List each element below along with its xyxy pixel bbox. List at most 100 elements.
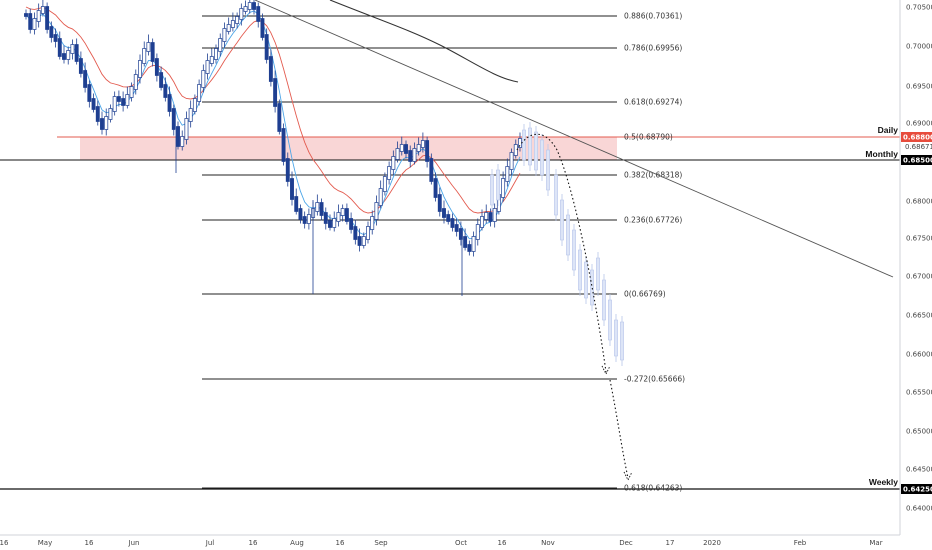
candle-body bbox=[222, 28, 227, 42]
projected-candle-body bbox=[490, 174, 494, 206]
candle-body bbox=[416, 144, 421, 152]
candle-body bbox=[294, 196, 299, 212]
candle-body bbox=[349, 218, 354, 230]
candle-body bbox=[260, 18, 265, 38]
candle-body bbox=[387, 166, 392, 180]
candle-body bbox=[412, 148, 417, 162]
candle-body bbox=[142, 48, 147, 64]
candle-body bbox=[353, 226, 358, 240]
projected-candle-body bbox=[540, 139, 544, 176]
candle-body bbox=[57, 38, 62, 57]
candle-body bbox=[163, 84, 168, 98]
candle-body bbox=[344, 208, 349, 222]
candle-body bbox=[133, 74, 138, 90]
projected-candle-body bbox=[596, 257, 600, 291]
projected-candle-body bbox=[620, 321, 624, 361]
candle-body bbox=[201, 70, 206, 88]
candle-body bbox=[62, 53, 66, 60]
candle-body bbox=[188, 108, 193, 122]
x-tick-label: 16 bbox=[85, 539, 94, 547]
candle-body bbox=[53, 34, 58, 42]
key-level-name: Daily bbox=[878, 125, 899, 135]
candle-body bbox=[361, 236, 366, 246]
candle-body bbox=[180, 136, 185, 147]
projected-candle-body bbox=[528, 127, 532, 166]
fib-level-label: 0.786(0.69956) bbox=[624, 44, 682, 53]
candle-body bbox=[328, 220, 332, 228]
candle-body bbox=[505, 166, 510, 182]
x-tick-label: Aug bbox=[290, 539, 304, 547]
fib-level-label: -0.272(0.65666) bbox=[624, 375, 685, 384]
candle-body bbox=[277, 103, 282, 132]
candle-body bbox=[40, 6, 45, 14]
key-level-name: Weekly bbox=[869, 477, 898, 487]
candle-body bbox=[66, 50, 71, 60]
candle-body bbox=[399, 144, 404, 152]
candle-body bbox=[252, 2, 256, 10]
candle-body bbox=[378, 188, 383, 206]
candle-body bbox=[501, 178, 506, 198]
candle-body bbox=[205, 60, 210, 74]
price-tag bbox=[901, 155, 932, 165]
slow-ema-line bbox=[25, 6, 521, 214]
projected-candle-body bbox=[522, 129, 526, 161]
candle-body bbox=[70, 44, 75, 54]
candle-body bbox=[256, 6, 261, 22]
x-tick-label: Jun bbox=[128, 539, 140, 547]
price-tag-text: 0.68800 bbox=[903, 134, 932, 142]
candle-body bbox=[45, 6, 50, 30]
resistance-zone bbox=[80, 137, 617, 160]
projected-candle-body bbox=[584, 261, 588, 299]
x-tick-label: 16 bbox=[498, 539, 507, 547]
candle-body bbox=[336, 212, 341, 222]
candle-body bbox=[104, 116, 109, 130]
x-tick-label: Mar bbox=[869, 539, 882, 547]
candle-body bbox=[285, 158, 290, 182]
fib-level-label: 0.618(0.64263) bbox=[624, 484, 682, 493]
candle-body bbox=[366, 226, 370, 240]
candle-body bbox=[112, 96, 117, 112]
candle-body bbox=[395, 148, 400, 160]
candle-body bbox=[116, 96, 121, 102]
projected-candle-body bbox=[554, 174, 558, 216]
candle-body bbox=[83, 70, 88, 88]
candle-body bbox=[454, 224, 459, 232]
x-tick-label: 16 bbox=[249, 539, 258, 547]
fib-level-label: 0.382(0.68318) bbox=[624, 171, 682, 180]
candle-body bbox=[218, 38, 223, 52]
candle-body bbox=[74, 44, 79, 62]
candle-body bbox=[32, 18, 37, 30]
candle-body bbox=[290, 178, 294, 200]
candle-body bbox=[176, 126, 180, 147]
fib-level-label: 0(0.66769) bbox=[624, 290, 666, 299]
candle-body bbox=[442, 208, 446, 218]
price-tag-text: 0.68500 bbox=[903, 157, 932, 165]
x-tick-label: Jul bbox=[205, 539, 215, 547]
candle-body bbox=[209, 56, 214, 64]
price-tag bbox=[901, 132, 932, 142]
x-tick-label: May bbox=[38, 539, 52, 547]
candle-body bbox=[420, 140, 425, 148]
candle-body bbox=[446, 214, 451, 222]
projected-candle-body bbox=[572, 229, 576, 271]
candle-body bbox=[100, 118, 104, 130]
candle-body bbox=[28, 13, 33, 30]
candle-body bbox=[235, 16, 240, 24]
x-tick-label: 16 bbox=[0, 539, 9, 547]
price-tag-text: 0.64250 bbox=[903, 486, 932, 494]
candle-body bbox=[150, 42, 155, 62]
y-tick-label: 0.64000 bbox=[906, 505, 932, 513]
candle-body bbox=[306, 214, 311, 224]
projected-candle-body bbox=[560, 199, 564, 241]
candle-body bbox=[340, 208, 345, 216]
candle-body bbox=[480, 216, 484, 228]
candle-body bbox=[488, 212, 493, 222]
candle-body bbox=[108, 108, 113, 120]
candle-body bbox=[214, 48, 218, 60]
candle-body bbox=[146, 42, 151, 52]
